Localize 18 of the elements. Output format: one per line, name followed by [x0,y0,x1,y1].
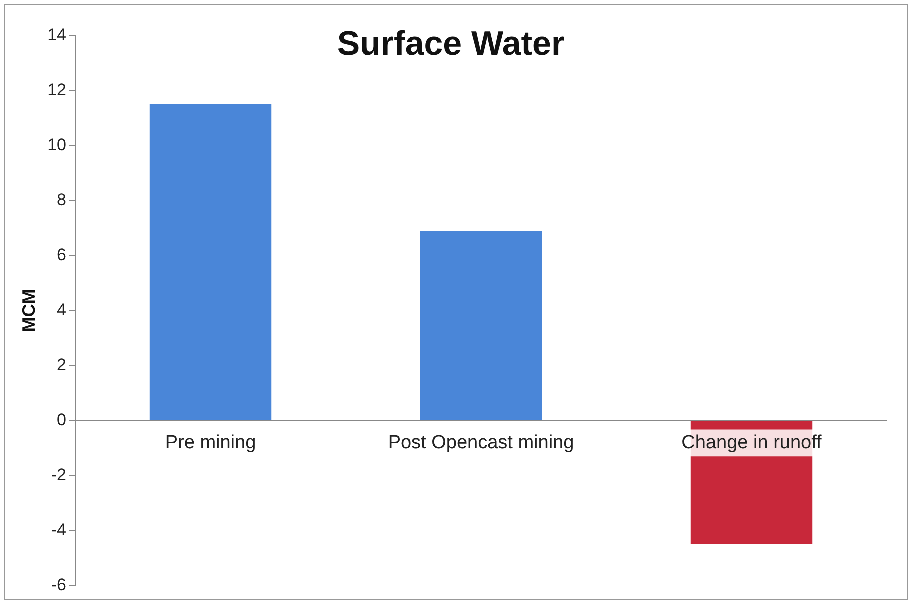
x-tick-label: Change in runoff [682,432,823,454]
y-tick-label: -4 [51,520,67,540]
x-tick-label: Pre mining [165,432,256,454]
bar [150,104,272,420]
y-tick-label: 12 [48,80,67,100]
y-tick-label: 10 [48,135,67,154]
y-tick-label: -2 [51,465,67,484]
y-tick-label: -6 [51,575,67,594]
x-tick-label: Post Opencast mining [388,432,574,454]
y-tick-label: 0 [57,410,67,430]
chart-title: Surface Water [337,24,565,63]
bar [420,231,542,420]
y-tick-label: 4 [57,300,67,320]
y-tick-label: 14 [48,25,67,44]
y-tick-label: 2 [57,355,67,374]
y-tick-label: 8 [57,190,67,210]
y-tick-label: 6 [57,245,67,264]
y-axis-title: MCM [18,289,39,332]
